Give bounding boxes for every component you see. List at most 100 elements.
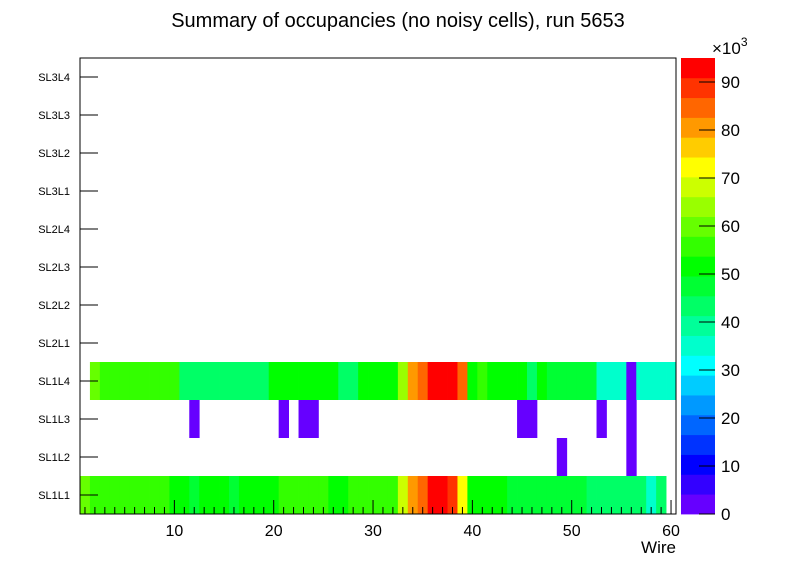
heatmap-cell: [258, 362, 270, 400]
y-tick-label: SL3L3: [38, 110, 70, 122]
heatmap-cell: [626, 362, 637, 400]
heatmap-cell: [219, 476, 230, 514]
heatmap-cell: [397, 362, 409, 400]
x-tick-label: 10: [165, 523, 183, 540]
heatmap-cell: [219, 362, 230, 400]
heatmap-cell: [378, 362, 389, 400]
heatmap-cell: [596, 476, 607, 514]
heatmap-cell: [626, 476, 637, 514]
heatmap-cell: [238, 476, 250, 514]
plot-frame: [79, 57, 677, 515]
color-scale-swatch: [681, 77, 715, 99]
heatmap-cell: [209, 476, 220, 514]
color-scale-swatch: [681, 97, 715, 118]
heatmap-cell: [507, 476, 518, 514]
heatmap-cell: [576, 476, 587, 514]
heatmap-cell: [238, 362, 250, 400]
heatmap-cell: [497, 362, 508, 400]
color-scale-swatch: [681, 494, 715, 515]
heatmap-cell: [229, 362, 240, 400]
y-tick-label: SL2L2: [38, 300, 70, 312]
y-tick-label: SL3L1: [38, 186, 70, 198]
color-scale-multiplier-base: ×10: [712, 39, 741, 58]
heatmap-cell: [119, 476, 131, 514]
y-tick-label: SL3L4: [38, 72, 70, 84]
heatmap-cell: [417, 362, 429, 400]
heatmap-cell: [467, 362, 478, 400]
heatmap-cell: [566, 476, 578, 514]
heatmap-cell: [109, 476, 121, 514]
color-scale-multiplier-exponent: 3: [741, 35, 748, 49]
heatmap-cell: [129, 362, 140, 400]
x-axis-label: Wire: [641, 538, 676, 557]
y-tick-label: SL1L2: [38, 452, 70, 464]
x-tick-label: 40: [463, 523, 481, 540]
heatmap-cell: [119, 362, 131, 400]
heatmap-cell: [328, 362, 339, 400]
heatmap-cell: [487, 476, 498, 514]
heatmap-cell: [298, 362, 309, 400]
heatmap-cell: [556, 438, 568, 476]
heatmap-cell: [288, 476, 299, 514]
color-scale-swatch: [681, 196, 715, 218]
heatmap-cell: [477, 476, 488, 514]
heatmap-cell: [467, 476, 478, 514]
chart-title: Summary of occupancies (no noisy cells),…: [171, 10, 625, 32]
color-scale-swatch: [681, 355, 715, 376]
y-tick-label: SL2L1: [38, 338, 70, 350]
heatmap-cell: [407, 362, 419, 400]
heatmap-cell: [308, 400, 319, 438]
color-scale-swatch: [681, 256, 715, 277]
heatmap-cell: [606, 476, 617, 514]
y-tick-label: SL3L2: [38, 148, 70, 160]
heatmap-cell: [527, 362, 538, 400]
color-scale-swatch: [681, 216, 715, 237]
heatmap-cell: [328, 476, 339, 514]
heatmap-cell: [636, 476, 647, 514]
heatmap-cell: [248, 362, 260, 400]
heatmap-cell: [517, 400, 528, 438]
heatmap-cell: [139, 362, 150, 400]
heatmap-cell: [258, 476, 270, 514]
color-scale-swatch: [681, 474, 715, 495]
heatmap-cell: [199, 362, 210, 400]
color-scale-swatch: [681, 236, 715, 257]
x-tick-label: 30: [364, 523, 382, 540]
heatmap-cell: [189, 400, 200, 438]
heatmap-cell: [288, 362, 299, 400]
color-scale-label: 80: [721, 121, 740, 140]
heatmap-cell: [477, 362, 488, 400]
heatmap-cell: [149, 476, 160, 514]
heatmap-cell: [427, 476, 438, 514]
heatmap-cell: [358, 476, 369, 514]
color-scale-swatch: [681, 137, 715, 158]
heatmap-cell: [368, 362, 379, 400]
y-tick-label: SL2L4: [38, 224, 70, 236]
color-scale: 0 10 20 30 40 50 60 70 80 90: [681, 58, 740, 524]
heatmap-cell: [616, 362, 627, 400]
heatmap-cell: [169, 476, 180, 514]
heatmap-cell: [397, 476, 409, 514]
heatmap-cell: [507, 362, 518, 400]
heatmap-cell: [447, 362, 458, 400]
color-scale-multiplier: ×103: [712, 35, 748, 58]
heatmap-cell: [576, 362, 587, 400]
heatmap-cell: [556, 476, 568, 514]
heatmap-cell: [527, 476, 538, 514]
heatmap-cell: [159, 362, 170, 400]
heatmap-cell: [159, 476, 170, 514]
y-tick-label: SL2L3: [38, 262, 70, 274]
color-scale-label: 90: [721, 73, 740, 92]
heatmap-cell: [656, 362, 667, 400]
heatmap-cell: [437, 476, 448, 514]
heatmap-cell: [596, 362, 607, 400]
color-scale-swatch: [681, 414, 715, 436]
color-scale-swatch: [681, 58, 715, 79]
color-scale-swatch: [681, 276, 715, 297]
heatmap-cell: [536, 362, 548, 400]
color-scale-label: 0: [721, 505, 730, 524]
color-scale-swatch: [681, 315, 715, 336]
heatmap-cell: [268, 362, 280, 400]
heatmap-cell: [646, 362, 657, 400]
